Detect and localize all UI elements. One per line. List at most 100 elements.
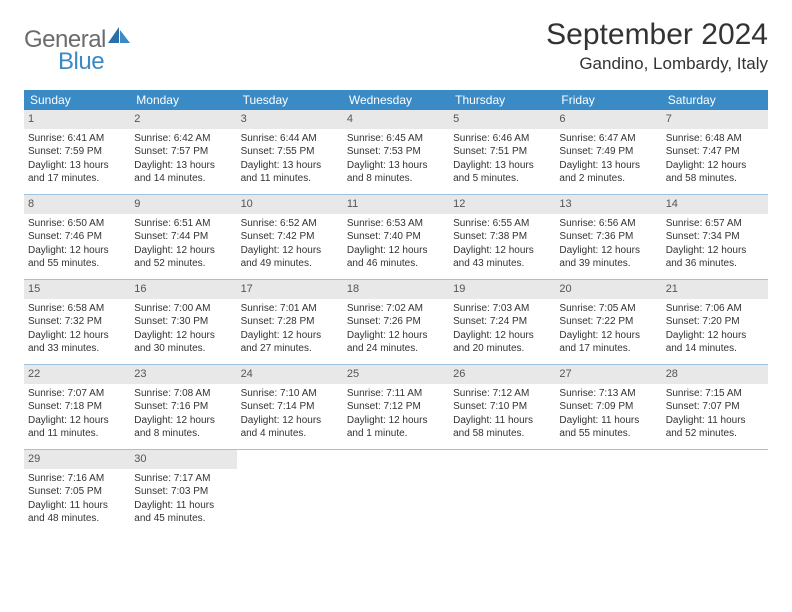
week-divider: [24, 194, 768, 195]
sunset-text: Sunset: 7:47 PM: [666, 145, 764, 159]
daylight-text: Daylight: 12 hours and 43 minutes.: [453, 244, 551, 271]
sunrise-text: Sunrise: 6:56 AM: [559, 217, 657, 231]
day-number: 25: [343, 365, 449, 384]
daylight-text: Daylight: 12 hours and 30 minutes.: [134, 329, 232, 356]
day-cell: 24Sunrise: 7:10 AMSunset: 7:14 PMDayligh…: [237, 365, 343, 449]
sunrise-text: Sunrise: 7:16 AM: [28, 472, 126, 486]
sunset-text: Sunset: 7:22 PM: [559, 315, 657, 329]
day-number: 5: [449, 110, 555, 129]
day-number: 19: [449, 280, 555, 299]
sunset-text: Sunset: 7:49 PM: [559, 145, 657, 159]
sunrise-text: Sunrise: 7:08 AM: [134, 387, 232, 401]
location-text: Gandino, Lombardy, Italy: [546, 54, 768, 74]
week-row: 1Sunrise: 6:41 AMSunset: 7:59 PMDaylight…: [24, 110, 768, 194]
day-cell: 11Sunrise: 6:53 AMSunset: 7:40 PMDayligh…: [343, 195, 449, 279]
month-title: September 2024: [546, 18, 768, 52]
daylight-text: Daylight: 12 hours and 11 minutes.: [28, 414, 126, 441]
sunrise-text: Sunrise: 6:55 AM: [453, 217, 551, 231]
day-number: 14: [662, 195, 768, 214]
week-divider: [24, 449, 768, 450]
sunset-text: Sunset: 7:59 PM: [28, 145, 126, 159]
sunset-text: Sunset: 7:32 PM: [28, 315, 126, 329]
day-cell: 5Sunrise: 6:46 AMSunset: 7:51 PMDaylight…: [449, 110, 555, 194]
week-divider: [24, 279, 768, 280]
sunrise-text: Sunrise: 7:07 AM: [28, 387, 126, 401]
sunrise-text: Sunrise: 6:45 AM: [347, 132, 445, 146]
daylight-text: Daylight: 11 hours and 58 minutes.: [453, 414, 551, 441]
day-cell: 20 Sunrise: 7:05 AMSunset: 7:22 PMDayligh…: [555, 280, 661, 364]
day-cell: 15Sunrise: 6:58 AMSunset: 7:32 PMDayligh…: [24, 280, 130, 364]
day-number: 4: [343, 110, 449, 129]
day-of-week-cell: Tuesday: [237, 90, 343, 110]
day-number: 1: [24, 110, 130, 129]
sunrise-text: Sunrise: 7:01 AM: [241, 302, 339, 316]
day-of-week-cell: Saturday: [662, 90, 768, 110]
day-number: 29: [24, 450, 130, 469]
sunset-text: Sunset: 7:53 PM: [347, 145, 445, 159]
day-cell: 7Sunrise: 6:48 AMSunset: 7:47 PMDaylight…: [662, 110, 768, 194]
day-cell: 21Sunrise: 7:06 AMSunset: 7:20 PMDayligh…: [662, 280, 768, 364]
sunset-text: Sunset: 7:20 PM: [666, 315, 764, 329]
sunrise-text: Sunrise: 6:44 AM: [241, 132, 339, 146]
brand-logo: General Blue: [24, 18, 130, 76]
daylight-text: Daylight: 11 hours and 55 minutes.: [559, 414, 657, 441]
sunrise-text: Sunrise: 7:06 AM: [666, 302, 764, 316]
sunset-text: Sunset: 7:30 PM: [134, 315, 232, 329]
day-cell: 18Sunrise: 7:02 AMSunset: 7:26 PMDayligh…: [343, 280, 449, 364]
daylight-text: Daylight: 12 hours and 58 minutes.: [666, 159, 764, 186]
sunset-text: Sunset: 7:16 PM: [134, 400, 232, 414]
day-cell: 22Sunrise: 7:07 AMSunset: 7:18 PMDayligh…: [24, 365, 130, 449]
day-cell: 13Sunrise: 6:56 AMSunset: 7:36 PMDayligh…: [555, 195, 661, 279]
day-cell: 1 Sunrise: 6:41 AMSunset: 7:59 PMDaylight…: [24, 110, 130, 194]
day-of-week-cell: Wednesday: [343, 90, 449, 110]
sunset-text: Sunset: 7:05 PM: [28, 485, 126, 499]
sunrise-text: Sunrise: 6:41 AM: [28, 132, 126, 146]
daylight-text: Daylight: 13 hours and 2 minutes.: [559, 159, 657, 186]
sail-icon: [108, 27, 130, 45]
day-of-week-cell: Monday: [130, 90, 236, 110]
sunset-text: Sunset: 7:26 PM: [347, 315, 445, 329]
sunset-text: Sunset: 7:57 PM: [134, 145, 232, 159]
day-number: 9: [130, 195, 236, 214]
calendar-page: General Blue September 2024 Gandino, Lom…: [0, 0, 792, 534]
day-cell: 29 Sunrise: 7:16 AMSunset: 7:05 PMDayligh…: [24, 450, 130, 534]
day-number: 30: [130, 450, 236, 469]
week-row: 8Sunrise: 6:50 AMSunset: 7:46 PMDaylight…: [24, 195, 768, 279]
sunrise-text: Sunrise: 7:02 AM: [347, 302, 445, 316]
day-number: 7: [662, 110, 768, 129]
daylight-text: Daylight: 13 hours and 11 minutes.: [241, 159, 339, 186]
daylight-text: Daylight: 11 hours and 52 minutes.: [666, 414, 764, 441]
sunrise-text: Sunrise: 6:52 AM: [241, 217, 339, 231]
daylight-text: Daylight: 12 hours and 4 minutes.: [241, 414, 339, 441]
day-cell: 3Sunrise: 6:44 AMSunset: 7:55 PMDaylight…: [237, 110, 343, 194]
daylight-text: Daylight: 11 hours and 48 minutes.: [28, 499, 126, 526]
day-cell: 9Sunrise: 6:51 AMSunset: 7:44 PMDaylight…: [130, 195, 236, 279]
day-number: 15: [24, 280, 130, 299]
daylight-text: Daylight: 12 hours and 46 minutes.: [347, 244, 445, 271]
day-cell: 19Sunrise: 7:03 AMSunset: 7:24 PMDayligh…: [449, 280, 555, 364]
sunset-text: Sunset: 7:28 PM: [241, 315, 339, 329]
daylight-text: Daylight: 12 hours and 49 minutes.: [241, 244, 339, 271]
week-row: 29 Sunrise: 7:16 AMSunset: 7:05 PMDayligh…: [24, 450, 768, 534]
day-number: 12: [449, 195, 555, 214]
daylight-text: Daylight: 12 hours and 17 minutes.: [559, 329, 657, 356]
day-number: 21: [662, 280, 768, 299]
sunrise-text: Sunrise: 7:05 AM: [559, 302, 657, 316]
daylight-text: Daylight: 13 hours and 8 minutes.: [347, 159, 445, 186]
day-cell: 17Sunrise: 7:01 AMSunset: 7:28 PMDayligh…: [237, 280, 343, 364]
sunset-text: Sunset: 7:10 PM: [453, 400, 551, 414]
sunset-text: Sunset: 7:34 PM: [666, 230, 764, 244]
day-cell: 8Sunrise: 6:50 AMSunset: 7:46 PMDaylight…: [24, 195, 130, 279]
sunset-text: Sunset: 7:55 PM: [241, 145, 339, 159]
sunset-text: Sunset: 7:07 PM: [666, 400, 764, 414]
daylight-text: Daylight: 12 hours and 36 minutes.: [666, 244, 764, 271]
daylight-text: Daylight: 13 hours and 17 minutes.: [28, 159, 126, 186]
sunrise-text: Sunrise: 6:42 AM: [134, 132, 232, 146]
daylight-text: Daylight: 12 hours and 27 minutes.: [241, 329, 339, 356]
day-cell: 16Sunrise: 7:00 AMSunset: 7:30 PMDayligh…: [130, 280, 236, 364]
sunset-text: Sunset: 7:51 PM: [453, 145, 551, 159]
day-cell: 23Sunrise: 7:08 AMSunset: 7:16 PMDayligh…: [130, 365, 236, 449]
day-number: 20: [555, 280, 661, 299]
sunset-text: Sunset: 7:42 PM: [241, 230, 339, 244]
sunset-text: Sunset: 7:03 PM: [134, 485, 232, 499]
